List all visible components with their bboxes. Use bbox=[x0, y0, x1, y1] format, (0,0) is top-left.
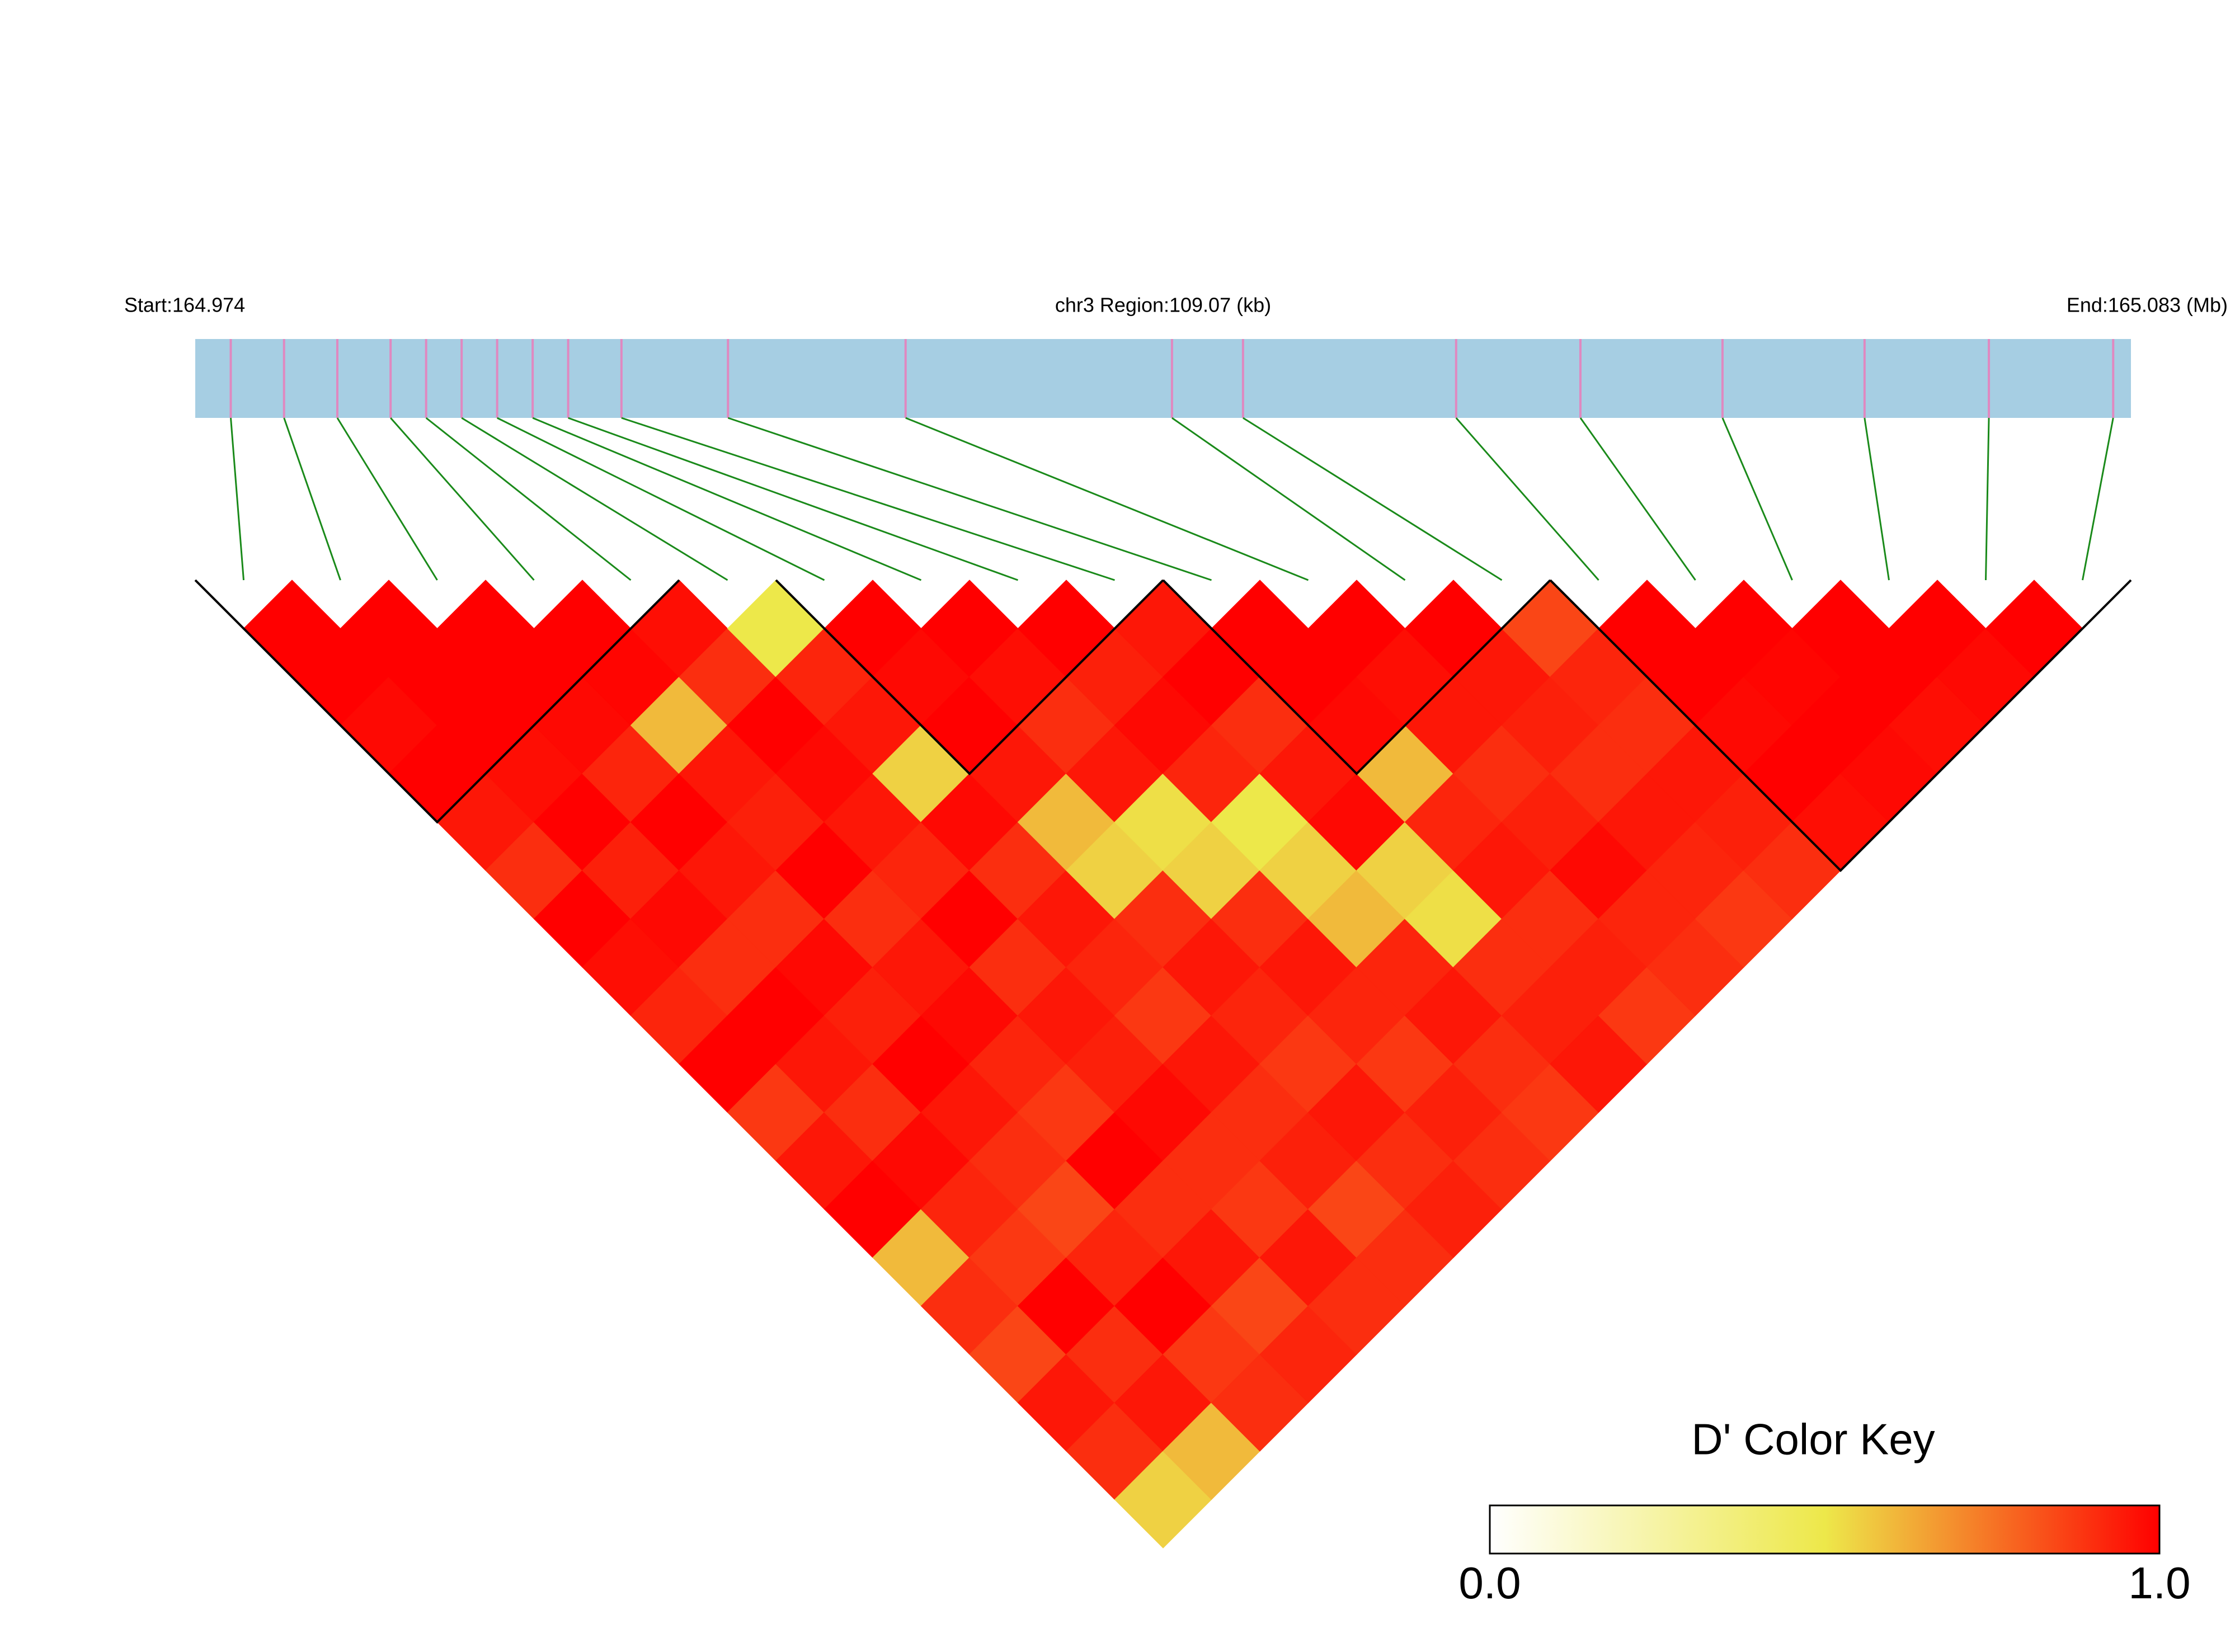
snp-link bbox=[727, 417, 1212, 581]
snp-link bbox=[1171, 417, 1406, 581]
start-label: Start:164.974 bbox=[124, 294, 245, 317]
snp-link bbox=[532, 417, 922, 581]
color-key bbox=[1489, 1504, 2161, 1555]
region-label: chr3 Region:109.07 (kb) bbox=[1055, 294, 1271, 317]
snp-link bbox=[1721, 417, 1793, 581]
snp-link bbox=[905, 417, 1309, 581]
snp-link bbox=[1864, 417, 1890, 581]
snp-link bbox=[1455, 417, 1599, 581]
snp-link bbox=[1985, 417, 1990, 581]
key-tick-label: 0.0 bbox=[1458, 1558, 1521, 1608]
snp-track bbox=[195, 339, 2131, 418]
snp-link bbox=[283, 417, 341, 581]
snp-link bbox=[496, 417, 825, 581]
snp-link bbox=[461, 417, 728, 581]
snp-link bbox=[229, 417, 244, 581]
end-label: End:165.083 (Mb) bbox=[2067, 294, 2228, 317]
snp-link bbox=[568, 417, 1019, 581]
snp-link bbox=[390, 417, 535, 581]
ld-block bbox=[1162, 579, 1551, 775]
snp-link bbox=[1579, 417, 1696, 581]
snp-link bbox=[1243, 417, 1503, 581]
key-tick-label: 1.0 bbox=[2128, 1558, 2190, 1608]
ld-block bbox=[775, 579, 1164, 775]
snp-link bbox=[336, 417, 438, 581]
key-title: D' Color Key bbox=[1691, 1415, 1935, 1464]
snp-link bbox=[425, 417, 632, 581]
ld-block bbox=[194, 579, 680, 824]
snp-link bbox=[621, 417, 1115, 581]
snp-link bbox=[2082, 417, 2114, 581]
ld-block bbox=[1549, 579, 2132, 872]
